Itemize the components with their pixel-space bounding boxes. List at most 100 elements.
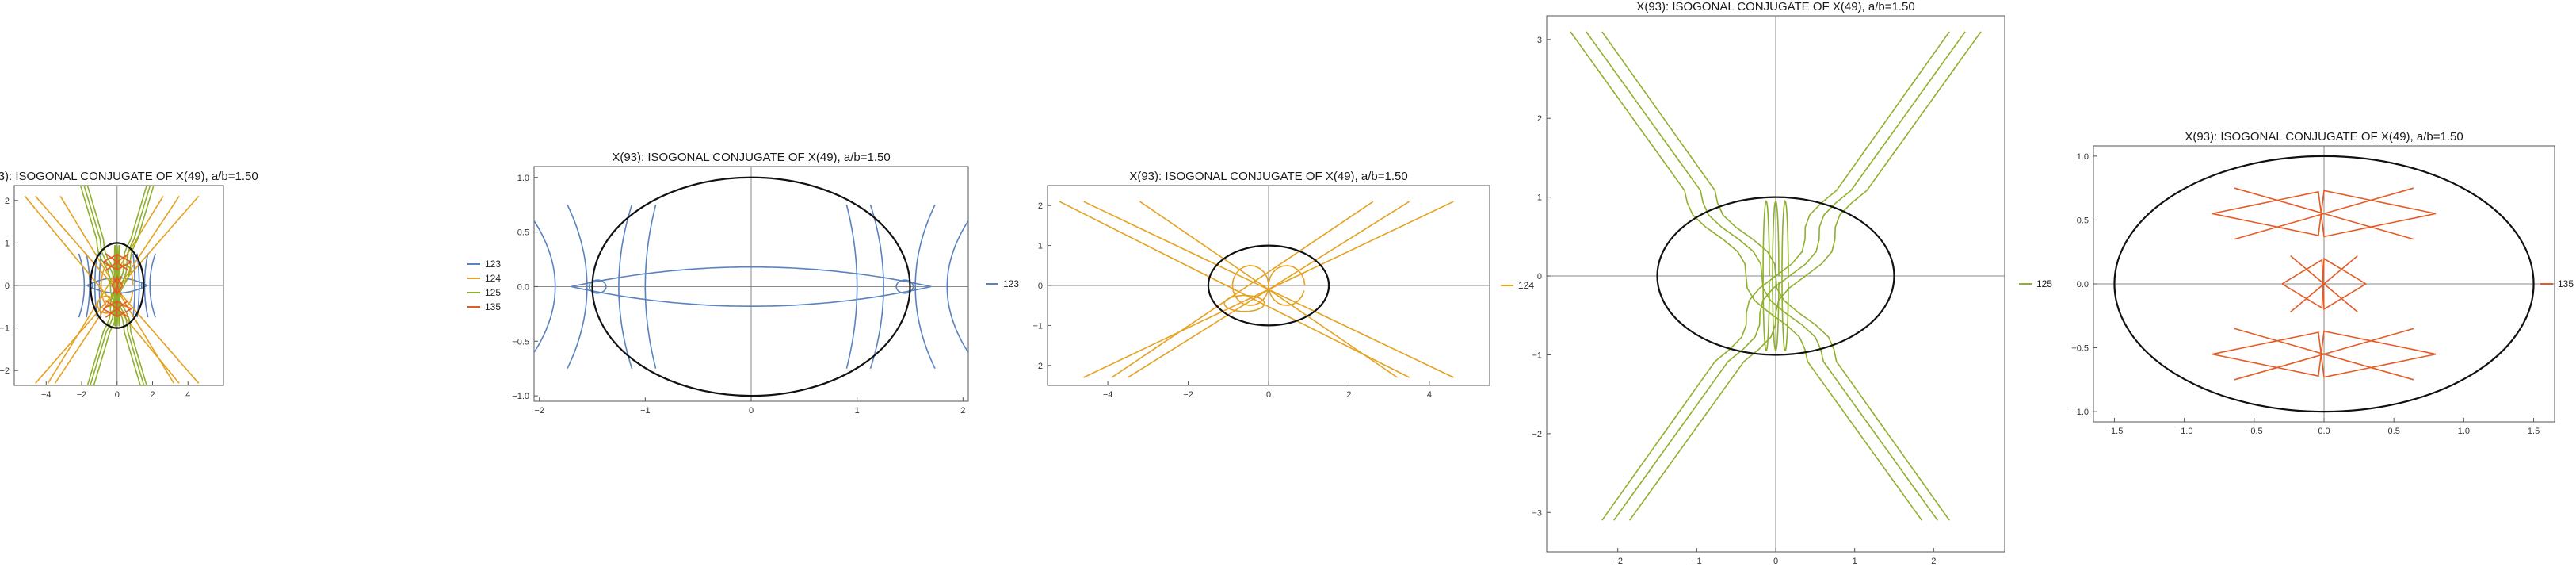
series-135-curve xyxy=(102,253,132,271)
x-tick-label: 2 xyxy=(1931,557,1936,566)
y-tick-label: 2 xyxy=(5,197,10,206)
y-tick-label: −2 xyxy=(1532,430,1542,439)
series-135-curve xyxy=(2212,190,2437,238)
x-tick-label: 4 xyxy=(1427,390,1432,400)
y-tick-label: 0 xyxy=(5,282,10,291)
legend-label-135: 135 xyxy=(485,301,501,312)
y-tick-label: −1.0 xyxy=(512,392,529,401)
y-tick-label: −1 xyxy=(1032,321,1043,331)
series-124-curve xyxy=(1223,294,1265,312)
y-tick-label: 0.0 xyxy=(517,282,529,292)
series-123-curve xyxy=(946,219,968,354)
series-123-curve xyxy=(78,253,86,318)
x-tick-label: 2 xyxy=(150,390,155,400)
series-123-curve xyxy=(869,204,884,369)
chart-panel-2: X(93): ISOGONAL CONJUGATE OF X(49), a/b=… xyxy=(512,151,1019,416)
series-135-curve xyxy=(111,274,124,296)
x-tick-label: −4 xyxy=(41,390,52,400)
y-tick-label: 1.0 xyxy=(2077,152,2089,162)
x-tick-label: 0.0 xyxy=(2318,427,2330,436)
x-tick-label: −0.5 xyxy=(2246,427,2263,436)
series-125-curve xyxy=(1762,199,1770,352)
series-135-curve xyxy=(2234,187,2414,240)
series-135-curve xyxy=(102,253,132,271)
y-tick-label: −1 xyxy=(0,324,10,334)
x-tick-label: 0 xyxy=(749,406,754,416)
y-tick-label: 1.0 xyxy=(517,174,529,183)
x-tick-label: −2 xyxy=(534,406,544,416)
series-124-curve xyxy=(1231,264,1306,306)
x-tick-label: −1.0 xyxy=(2176,427,2193,436)
x-tick-label: −1 xyxy=(1692,557,1702,566)
chart-title: X(93): ISOGONAL CONJUGATE OF X(49), a/b=… xyxy=(2185,130,2463,144)
y-tick-label: −3 xyxy=(1532,508,1542,518)
series-123-curve xyxy=(94,253,98,318)
series-125-curve xyxy=(1628,31,1982,521)
x-tick-label: 2 xyxy=(960,406,965,416)
legend-label-123: 123 xyxy=(485,259,501,270)
x-tick-label: 0 xyxy=(1266,390,1271,400)
series-123-curve xyxy=(644,205,657,369)
y-tick-label: −1 xyxy=(1532,351,1542,360)
series-135-curve xyxy=(2281,259,2367,311)
series-123-curve xyxy=(567,204,588,370)
chart-title: X(93): ISOGONAL CONJUGATE OF X(49), a/b=… xyxy=(1129,170,1407,183)
legend-label-125: 125 xyxy=(485,287,501,298)
x-tick-label: 1 xyxy=(855,406,860,416)
legend-label-124: 124 xyxy=(485,273,501,284)
series-123-curve xyxy=(136,253,140,318)
series-135-curve xyxy=(102,300,132,318)
y-tick-label: −2 xyxy=(0,366,10,376)
y-tick-label: 0 xyxy=(1537,272,1542,282)
legend-label-135: 135 xyxy=(2558,278,2574,289)
y-tick-label: 2 xyxy=(1038,201,1043,211)
x-tick-label: 1.0 xyxy=(2458,427,2470,436)
series-125-curve xyxy=(1772,199,1780,352)
x-tick-label: 1 xyxy=(1853,557,1857,566)
x-tick-label: −2 xyxy=(1183,390,1193,400)
series-125-curve xyxy=(79,186,141,385)
y-tick-label: 1 xyxy=(5,239,10,248)
x-tick-label: −1 xyxy=(640,406,651,416)
y-tick-label: 0 xyxy=(1038,282,1043,291)
x-tick-label: −2 xyxy=(1612,557,1623,566)
y-tick-label: 1 xyxy=(1537,193,1542,203)
series-123-curve xyxy=(149,253,156,318)
series-125-curve xyxy=(1586,31,1938,521)
y-tick-label: 2 xyxy=(1537,114,1542,124)
x-tick-label: 0 xyxy=(115,390,120,400)
legend-label-124: 124 xyxy=(1518,280,1534,291)
chart-panel-1: X(93): ISOGONAL CONJUGATE OF X(49), a/b=… xyxy=(0,170,501,400)
series-123-curve xyxy=(588,279,607,294)
plot-area xyxy=(1570,31,1982,521)
x-tick-label: 0 xyxy=(1773,557,1778,566)
x-tick-label: −1.5 xyxy=(2106,427,2124,436)
series-135-curve xyxy=(2212,330,2437,377)
series-123-curve xyxy=(571,266,932,288)
series-125-curve xyxy=(1570,31,1923,521)
chart-title: X(93): ISOGONAL CONJUGATE OF X(49), a/b=… xyxy=(0,170,258,183)
series-123-curve xyxy=(571,285,932,307)
chart-title: X(93): ISOGONAL CONJUGATE OF X(49), a/b=… xyxy=(612,151,890,164)
series-125-curve xyxy=(113,244,116,327)
series-123-curve xyxy=(845,205,858,369)
series-124-curve xyxy=(1059,201,1410,378)
y-tick-label: 3 xyxy=(1537,36,1542,45)
plot-area xyxy=(24,186,200,385)
series-124-curve xyxy=(1111,201,1374,378)
x-tick-label: −4 xyxy=(1103,390,1113,400)
series-135-curve xyxy=(102,300,132,318)
y-tick-label: 0.0 xyxy=(2077,280,2089,289)
chart-panel-4: X(93): ISOGONAL CONJUGATE OF X(49), a/b=… xyxy=(1532,0,2052,566)
x-tick-label: 0.5 xyxy=(2388,427,2400,436)
series-135-curve xyxy=(105,300,129,318)
y-tick-label: −0.5 xyxy=(512,337,529,347)
reference-ellipse xyxy=(2113,155,2535,413)
reference-ellipse xyxy=(1207,244,1330,327)
series-123-curve xyxy=(98,253,102,318)
series-123-curve xyxy=(618,204,633,369)
reference-ellipse xyxy=(90,242,145,329)
y-tick-label: 0.5 xyxy=(2077,216,2089,225)
x-tick-label: 2 xyxy=(1346,390,1351,400)
